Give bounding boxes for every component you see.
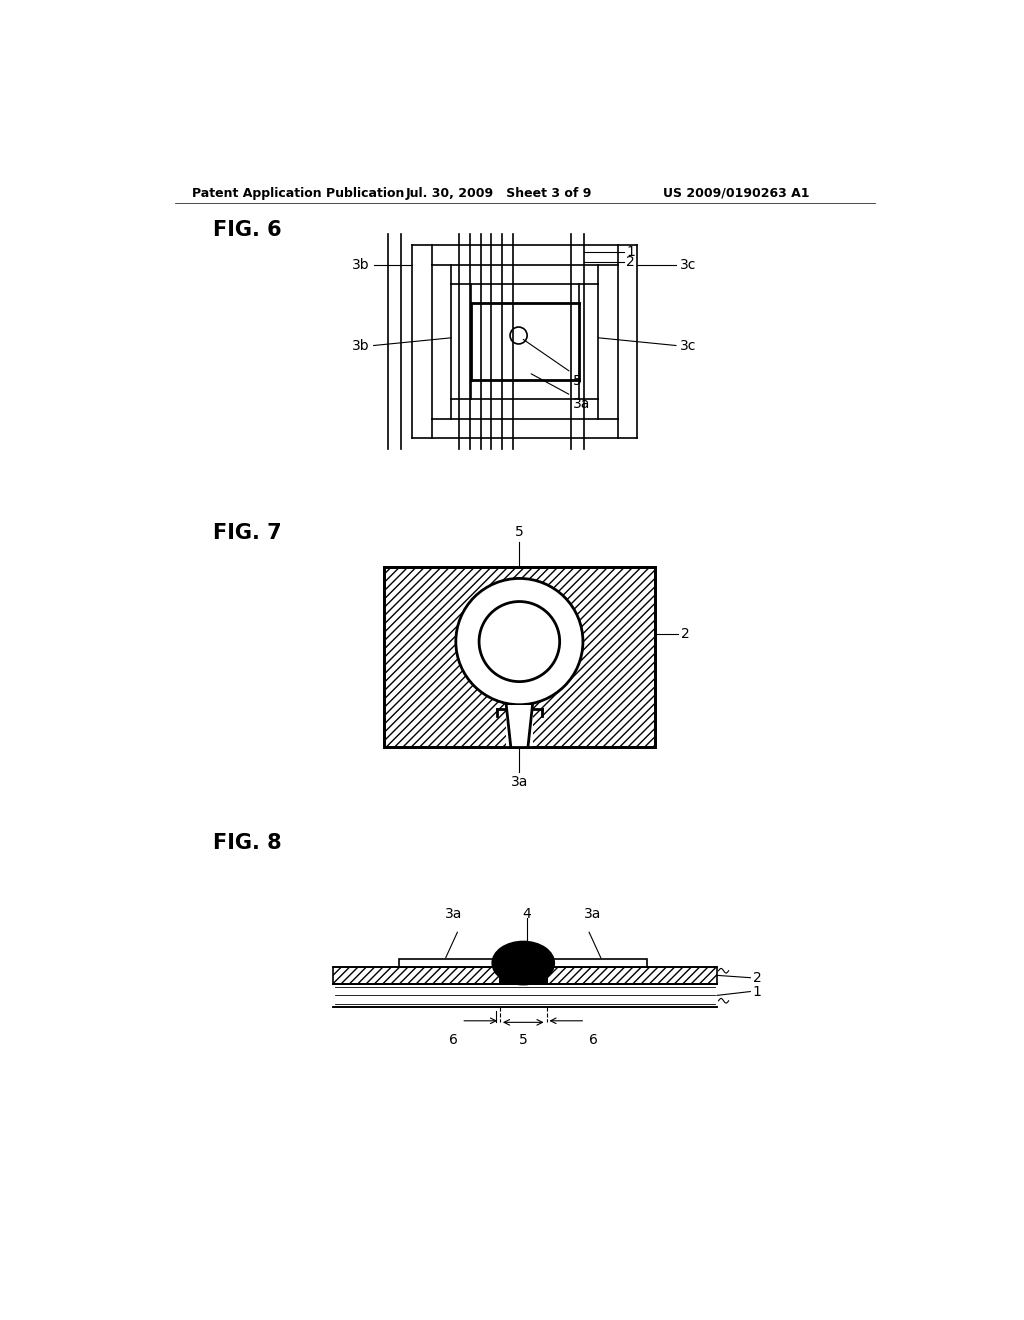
Circle shape <box>456 578 583 705</box>
Bar <box>334 966 717 983</box>
Text: 3a: 3a <box>572 397 590 411</box>
Bar <box>506 705 532 747</box>
Text: 2: 2 <box>627 255 635 268</box>
Text: 1: 1 <box>627 246 635 259</box>
Text: Jul. 30, 2009   Sheet 3 of 9: Jul. 30, 2009 Sheet 3 of 9 <box>406 187 592 199</box>
Bar <box>384 566 655 747</box>
Text: 2: 2 <box>681 627 689 642</box>
Text: Patent Application Publication: Patent Application Publication <box>193 187 404 199</box>
Text: FIG. 7: FIG. 7 <box>213 523 282 543</box>
Text: 3b: 3b <box>352 338 370 352</box>
Text: 5: 5 <box>515 525 523 539</box>
Bar <box>399 960 500 966</box>
Text: 3a: 3a <box>585 907 602 921</box>
Text: 6: 6 <box>589 1034 597 1047</box>
Bar <box>334 983 717 1007</box>
Text: 4: 4 <box>522 907 531 921</box>
Text: 3b: 3b <box>352 257 370 272</box>
Bar <box>547 960 647 966</box>
Bar <box>384 566 655 747</box>
Circle shape <box>479 602 560 681</box>
Ellipse shape <box>493 941 554 985</box>
Text: 5: 5 <box>519 1034 527 1047</box>
Text: 3a: 3a <box>444 907 462 921</box>
Text: 3c: 3c <box>680 338 696 352</box>
Text: 6: 6 <box>450 1034 458 1047</box>
Text: US 2009/0190263 A1: US 2009/0190263 A1 <box>663 187 809 199</box>
Text: 2: 2 <box>753 970 762 985</box>
Bar <box>500 966 547 983</box>
Bar <box>501 966 546 983</box>
Text: 3a: 3a <box>511 775 528 789</box>
Text: 5: 5 <box>572 374 582 388</box>
Text: FIG. 6: FIG. 6 <box>213 220 282 240</box>
Text: 1: 1 <box>753 985 762 998</box>
Text: FIG. 8: FIG. 8 <box>213 833 282 853</box>
Text: 3c: 3c <box>680 257 696 272</box>
